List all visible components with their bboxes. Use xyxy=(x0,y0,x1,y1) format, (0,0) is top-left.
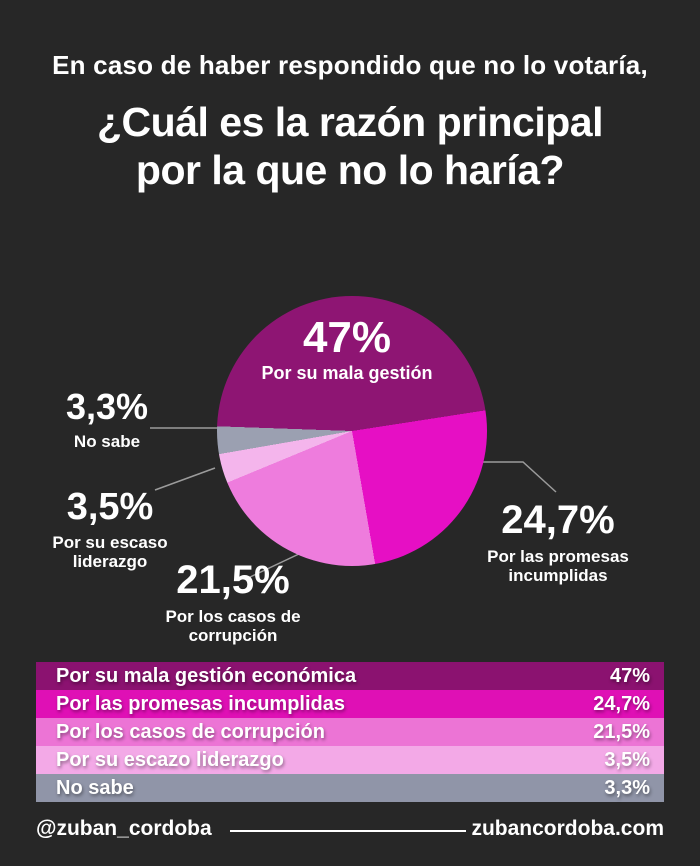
callout-corrupcion-label-line1: Por los casos de xyxy=(165,607,301,626)
results-table: Por su mala gestión económica 47% Por la… xyxy=(36,662,664,802)
table-row-label: Por su mala gestión económica xyxy=(56,664,357,687)
callout-liderazgo-label-line1: Por su escaso xyxy=(52,533,168,552)
table-row: Por los casos de corrupción 21,5% xyxy=(36,718,664,746)
table-row: Por las promesas incumplidas 24,7% xyxy=(36,690,664,718)
pie-label-text-mala-gestion: Por su mala gestión xyxy=(261,363,433,383)
pie-label-mala-gestion: 47% Por su mala gestión xyxy=(197,315,497,384)
callout-corrupcion-value: 21,5% xyxy=(176,558,290,602)
callout-promesas-label-line2: incumplidas xyxy=(508,566,608,585)
callout-liderazgo-value: 3,5% xyxy=(66,486,154,528)
callout-promesas: 24,7% Por las promesas incumplidas xyxy=(428,498,688,585)
callout-promesas-label: Por las promesas incumplidas xyxy=(428,547,688,585)
table-row-label: Por los casos de corrupción xyxy=(56,720,325,743)
table-row: No sabe 3,3% xyxy=(36,774,664,802)
table-row-label: Por las promesas incumplidas xyxy=(56,692,345,715)
pie-value-mala-gestion: 47% xyxy=(302,313,392,362)
survey-condition-text: En caso de haber respondido que no lo vo… xyxy=(52,50,648,80)
callout-corrupcion: 21,5% Por los casos de corrupción xyxy=(103,558,363,645)
page-title-line1: ¿Cuál es la razón principal xyxy=(97,99,603,145)
table-row-label: Por su escazo liderazgo xyxy=(56,748,284,771)
callout-no-sabe-value: 3,3% xyxy=(65,386,149,427)
callout-liderazgo-label: Por su escaso liderazgo xyxy=(0,533,220,571)
callout-corrupcion-label-line2: corrupción xyxy=(188,626,278,645)
twitter-handle: @zuban_cordoba xyxy=(36,817,212,840)
callout-promesas-label-line1: Por las promesas xyxy=(487,547,629,566)
table-row-value: 21,5% xyxy=(593,720,650,743)
callout-liderazgo-label-line2: liderazgo xyxy=(72,552,148,571)
table-row: Por su escazo liderazgo 3,5% xyxy=(36,746,664,774)
footer-divider xyxy=(230,830,466,832)
callout-no-sabe-label: No sabe xyxy=(73,432,141,451)
website-url: zubancordoba.com xyxy=(471,817,664,840)
callout-promesas-value: 24,7% xyxy=(501,498,615,542)
pie-chart xyxy=(217,296,487,566)
table-row-value: 24,7% xyxy=(593,692,650,715)
callout-no-sabe: 3,3% No sabe xyxy=(0,386,217,451)
callout-liderazgo: 3,5% Por su escaso liderazgo xyxy=(0,486,220,571)
table-row-value: 47% xyxy=(609,664,650,687)
callout-corrupcion-label: Por los casos de corrupción xyxy=(103,607,363,645)
table-row-value: 3,5% xyxy=(604,748,650,771)
table-row-label: No sabe xyxy=(56,776,134,799)
page-title: ¿Cuál es la razón principal por la que n… xyxy=(0,98,700,194)
table-row: Por su mala gestión económica 47% xyxy=(36,662,664,690)
table-row-value: 3,3% xyxy=(604,776,650,799)
page-title-line2: por la que no lo haría? xyxy=(135,147,565,193)
